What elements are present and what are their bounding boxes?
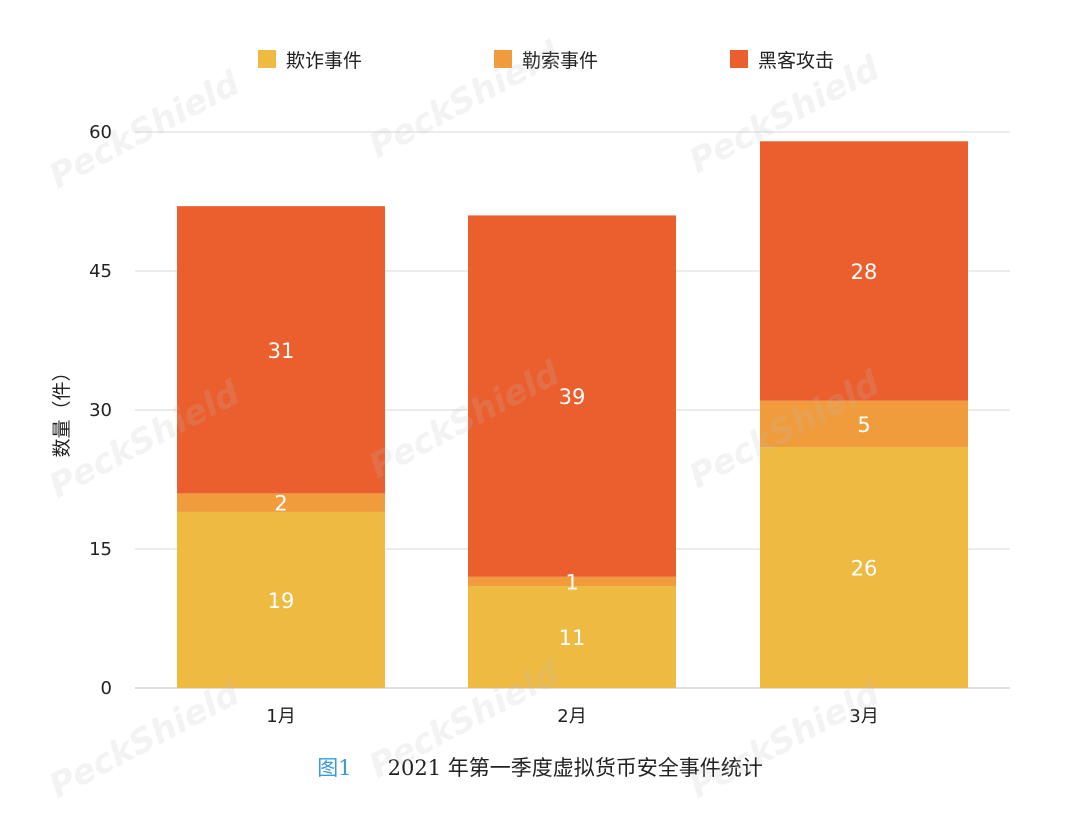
legend-item-hack: 黑客攻击 xyxy=(730,44,834,74)
bar-segment xyxy=(468,215,676,577)
data-label: 11 xyxy=(559,626,586,650)
bar-segment xyxy=(760,447,968,688)
bar-segment xyxy=(760,141,968,401)
y-tick-label: 30 xyxy=(89,400,112,421)
data-label: 26 xyxy=(851,557,878,581)
bar-segment xyxy=(468,576,676,587)
bar-segment xyxy=(177,493,385,512)
data-label: 1 xyxy=(565,570,578,594)
legend-swatch-ransom xyxy=(494,50,512,68)
y-tick-label: 0 xyxy=(101,678,112,699)
legend-swatch-fraud xyxy=(258,50,276,68)
bar-segments xyxy=(177,141,968,688)
data-label: 2 xyxy=(274,492,287,516)
bar-segment xyxy=(177,511,385,688)
chart-legend: 欺诈事件 勒索事件 黑客攻击 xyxy=(0,44,1080,74)
x-tick-label: 3月 xyxy=(849,706,878,727)
legend-item-ransom: 勒索事件 xyxy=(494,44,598,74)
bar-segment xyxy=(177,206,385,494)
legend-label-fraud: 欺诈事件 xyxy=(286,49,363,72)
x-tick-label: 2月 xyxy=(557,706,586,727)
y-tick-label: 15 xyxy=(89,539,112,560)
legend-item-fraud: 欺诈事件 xyxy=(258,44,362,74)
data-label: 19 xyxy=(268,589,295,613)
data-label: 28 xyxy=(851,260,878,284)
x-tick-label: 1月 xyxy=(266,706,295,727)
legend-swatch-hack xyxy=(730,50,748,68)
legend-label-hack: 黑客攻击 xyxy=(758,49,835,72)
y-axis-label: 数量（件） xyxy=(51,362,73,457)
figure-caption: 图1 2021 年第一季度虚拟货币安全事件统计 xyxy=(0,752,1080,782)
y-tick-label: 60 xyxy=(89,122,112,143)
figure-label: 图1 xyxy=(317,756,352,780)
data-label: 39 xyxy=(559,385,586,409)
data-label: 31 xyxy=(268,339,295,363)
bar-segment xyxy=(468,586,676,688)
y-tick-label: 45 xyxy=(89,261,112,282)
data-label: 5 xyxy=(857,413,870,437)
bar-segment xyxy=(760,400,968,448)
legend-label-ransom: 勒索事件 xyxy=(522,49,599,72)
figure-title: 2021 年第一季度虚拟货币安全事件统计 xyxy=(387,756,763,780)
